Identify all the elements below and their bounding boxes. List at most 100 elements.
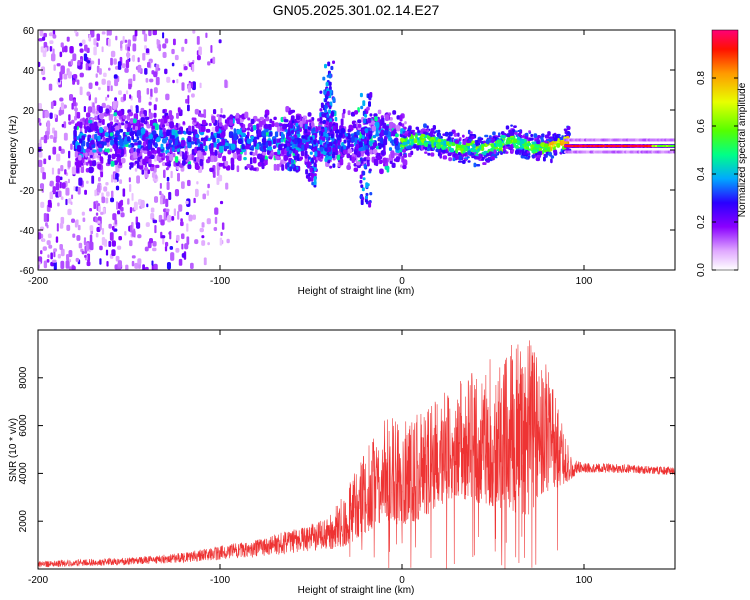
spectrogram-cell (153, 150, 158, 154)
spectrogram-cell (332, 125, 336, 132)
spectrogram-cell (263, 123, 269, 130)
spectrogram-cell (187, 131, 192, 136)
spectrogram-cell (360, 199, 364, 206)
spectrogram-cell (177, 144, 181, 148)
spectrogram-cell (214, 207, 219, 215)
spectrogram-cell (517, 129, 522, 133)
spectrogram-cell (553, 149, 558, 154)
spectrogram-cell (52, 34, 57, 39)
spectrogram-cell (405, 130, 409, 134)
spectrogram-cell (313, 162, 317, 166)
spectrogram-cell (154, 174, 158, 179)
spectrogram-cell (253, 140, 257, 147)
spectrogram-cell (181, 252, 186, 258)
colorbar-frame (711, 29, 739, 271)
spectrogram-cell (420, 139, 425, 143)
spectrogram-cell (506, 144, 510, 147)
spectrogram-cell (96, 42, 99, 47)
spectrogram-cell (84, 126, 88, 134)
spectrogram-cell (191, 154, 195, 161)
spectrogram-cell (456, 148, 461, 151)
spectrogram-cell (38, 117, 41, 123)
spectrogram-cell (490, 143, 494, 148)
spectrogram-cell (202, 193, 207, 200)
spectrogram-cell (369, 192, 373, 196)
spectrogram-cell (402, 148, 406, 153)
spectrogram-cell (181, 82, 185, 91)
spectrogram-cell (63, 132, 68, 141)
spectrogram-cell (122, 115, 127, 120)
spectrogram-cell (38, 151, 43, 158)
spectrogram-cell (74, 123, 79, 127)
spectrogram-cell (321, 113, 325, 118)
spectrogram-cell (136, 136, 140, 141)
spectrogram-cell (259, 116, 265, 121)
spectrogram-cell (207, 137, 212, 142)
spectrogram-cell (142, 30, 146, 35)
spectrogram-cell (437, 138, 442, 143)
spectrogram-cell (89, 154, 93, 159)
spectrogram-cell (149, 155, 155, 159)
spectrogram-cell (307, 112, 312, 117)
snr-frame (37, 329, 676, 570)
spectrogram-cell (252, 124, 257, 131)
spectrogram-cell (438, 134, 442, 139)
spectrogram-cell (193, 117, 197, 123)
spectrogram-cell (497, 132, 501, 136)
spectrogram-cell (165, 198, 169, 208)
spectrogram-cell (400, 146, 404, 150)
spectrogram-cell (226, 238, 230, 244)
spectrogram-cell (40, 136, 45, 140)
spectrogram-cell (233, 128, 237, 134)
spectrogram-cell (188, 214, 193, 222)
spectrogram-cell (162, 109, 166, 114)
spectrogram-cell (395, 133, 399, 138)
spectrogram-cell (155, 137, 161, 143)
spectrogram-cell (299, 120, 303, 128)
spectrogram-cell (120, 122, 125, 126)
spectrogram-cell (99, 112, 104, 120)
y-tick-label: -60 (20, 266, 35, 277)
spectrogram-cell (194, 239, 199, 245)
spectrogram-cell (114, 78, 119, 87)
spectrogram-y-ticks: -60 -40 -20 0 20 40 60 (20, 26, 675, 277)
spectrogram-cell (212, 137, 216, 143)
spectrogram-cell (532, 149, 537, 153)
spectrogram-cell (526, 150, 530, 154)
spectrogram-cell (105, 181, 109, 186)
spectrogram-cell (38, 102, 43, 112)
spectrogram-cell (422, 146, 427, 149)
spectrogram-cell (241, 143, 245, 150)
spectrogram-cell (85, 117, 89, 125)
spectrogram-cell (115, 130, 120, 136)
spectrogram-cell (137, 258, 142, 265)
spectrogram-cell (95, 110, 99, 115)
spectrogram-cell (288, 136, 292, 143)
spectrogram-cell (175, 247, 180, 253)
spectrogram-cell (126, 136, 131, 142)
spectrogram-cell (325, 140, 329, 145)
spectrogram-cell (286, 146, 290, 152)
spectrogram-cell (81, 39, 86, 45)
spectrogram-cell (77, 186, 81, 195)
spectrogram-cell (472, 144, 476, 149)
spectrogram-cell (470, 152, 475, 156)
spectrogram-cell (335, 133, 339, 138)
spectrogram-cell (73, 125, 78, 131)
spectrogram-cell (319, 135, 323, 140)
spectrogram-cell (481, 156, 485, 161)
spectrogram-cell (61, 182, 66, 189)
spectrogram-cell (125, 264, 129, 270)
spectrogram-cell (170, 170, 173, 179)
spectrogram-cell (170, 135, 175, 139)
spectrogram-cell (322, 76, 326, 81)
spectrogram-cell (224, 145, 230, 149)
spectrogram-cell (309, 172, 313, 177)
spectrogram-cell (324, 144, 328, 148)
spectrogram-image (38, 30, 675, 270)
spectrogram-cell (218, 122, 223, 127)
spectrogram-cell (40, 250, 43, 255)
spectrogram-cell (268, 140, 272, 147)
spectrogram-cell (148, 30, 152, 37)
